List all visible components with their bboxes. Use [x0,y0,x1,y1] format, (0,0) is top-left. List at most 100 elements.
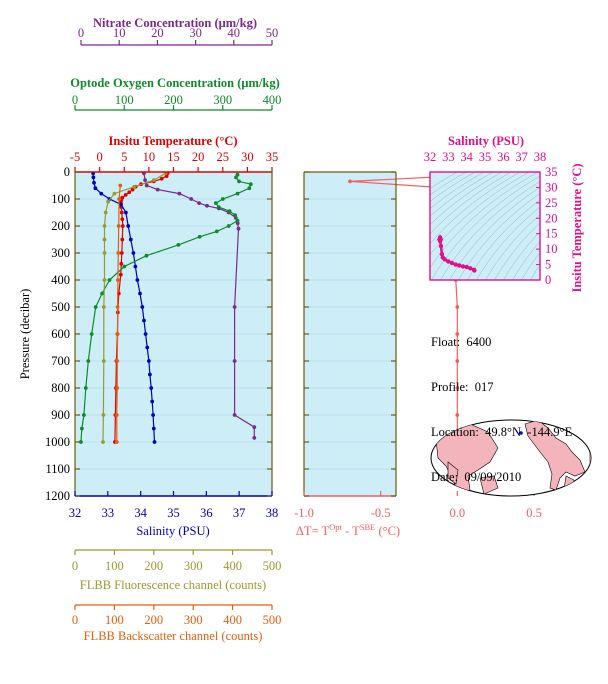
temperature-tick-label: 15 [167,150,180,164]
density-contour [485,214,540,280]
oxygen-point [214,229,219,234]
oxygen-series [79,172,253,444]
oxygen-point [235,218,240,223]
delta-t-point [455,332,460,336]
oxygen-axis-label: Optode Oxygen Concentration (μm/kg) [70,76,280,90]
nitrate-point [232,359,237,363]
salinity-point [131,251,136,255]
salinity-tick-label: 32 [69,506,82,520]
density-contour [430,172,467,196]
nitrate-tick-label: 40 [228,26,241,40]
oxygen-point [107,278,112,282]
density-contour [430,172,512,235]
oxygen-tick-label: 200 [164,93,183,107]
ts-salinity-tick-label: 32 [424,150,437,164]
delta-t-tick-label: 0.0 [450,506,466,520]
nitrate-point [232,305,237,309]
oxygen-point [82,413,86,417]
oxygen-point [227,209,232,214]
ts-temperature-tick-label: 10 [545,242,558,256]
oxygen-tick-label: 100 [115,93,134,107]
temperature-axis-label: Insitu Temperature (°C) [108,134,237,148]
ts-temperature-tick-label: 25 [545,196,558,210]
oxygen-tick-label: 400 [263,93,282,107]
ts-point [438,243,444,249]
ts-temperature-tick-label: 30 [545,180,558,194]
salinity-point [91,175,96,180]
world-map [430,419,592,497]
oxygen-point [79,440,83,444]
oxygen-point [214,201,218,206]
salinity-point [145,345,150,350]
ts-series [436,234,477,273]
temperature-point [130,187,135,192]
oxygen-point [226,224,231,228]
nitrate-point [232,413,237,417]
oxygen-point [89,332,94,336]
delta-t-point [348,179,352,184]
density-contour [530,264,540,280]
salinity-point [148,372,152,377]
fluorescence-tick-label: 300 [184,559,203,573]
nitrate-point [236,226,241,231]
temperature-point [118,272,123,277]
delta-t-tick-label: -1.0 [294,506,314,520]
float-id: Float: 6400 [431,335,492,349]
nitrate-point [155,187,160,192]
fluorescence-point [102,237,107,242]
salinity-point [92,180,96,185]
delta-t-point [455,305,460,309]
fluorescence-point [132,184,137,189]
temperature-tick-label: 5 [121,150,127,164]
ts-point [442,257,447,262]
fluorescence-point [102,224,107,228]
temperature-tick-label: 30 [241,150,254,164]
ts-temperature-tick-label: 15 [545,227,558,241]
salinity-point [126,224,131,228]
ts-point [439,251,445,257]
salinity-point [147,359,151,363]
temperature-tick-label: 35 [266,150,279,164]
ts-salinity-tick-label: 38 [534,150,547,164]
pressure-tick-label: 100 [51,192,70,206]
density-contour [430,172,458,189]
backscatter-tick-label: 200 [144,613,163,627]
salinity-point [135,278,140,282]
fluorescence-point [102,251,107,255]
backscatter-point [117,197,121,201]
pressure-tick-label: 1000 [45,435,70,449]
ts-frame-box [429,171,541,281]
fluorescence-point [106,199,110,204]
salinity-point [99,191,104,196]
ts-surface-marker [436,234,444,241]
oxygen-point [83,386,88,390]
pressure-tick-label: 900 [51,408,70,422]
delta-t-axis-label: ΔT= TOpt - TSBE (°C) [296,522,400,538]
oxygen-point [93,305,98,309]
nitrate-tick-label: 30 [189,26,202,40]
float-location-marker [519,431,523,435]
nitrate-axis-label: Nitrate Concentration (μm/kg) [93,16,257,30]
salinity-point [150,399,155,404]
oxygen-axis: Optode Oxygen Concentration (μm/kg) 0 100… [70,76,282,111]
density-contour [431,175,540,280]
backscatter-point [115,332,120,336]
nitrate-point [197,201,202,206]
temperature-point [120,224,125,228]
backscatter-point [115,359,120,363]
salinity-point [140,305,145,309]
oxygen-point [233,213,238,218]
density-contour [512,241,540,280]
density-contour [430,172,539,269]
ts-point [449,260,455,266]
temperature-point [120,237,125,242]
nitrate-point [143,178,148,183]
temperature-point [127,190,132,195]
salinity-point [142,318,146,323]
pressure-tick-label: 1200 [45,489,70,503]
backscatter-tick-label: 500 [263,613,282,627]
ts-salinity-tick-label: 37 [515,150,528,164]
oxygen-point [144,253,149,258]
backscatter-tick-label: 400 [223,613,242,627]
